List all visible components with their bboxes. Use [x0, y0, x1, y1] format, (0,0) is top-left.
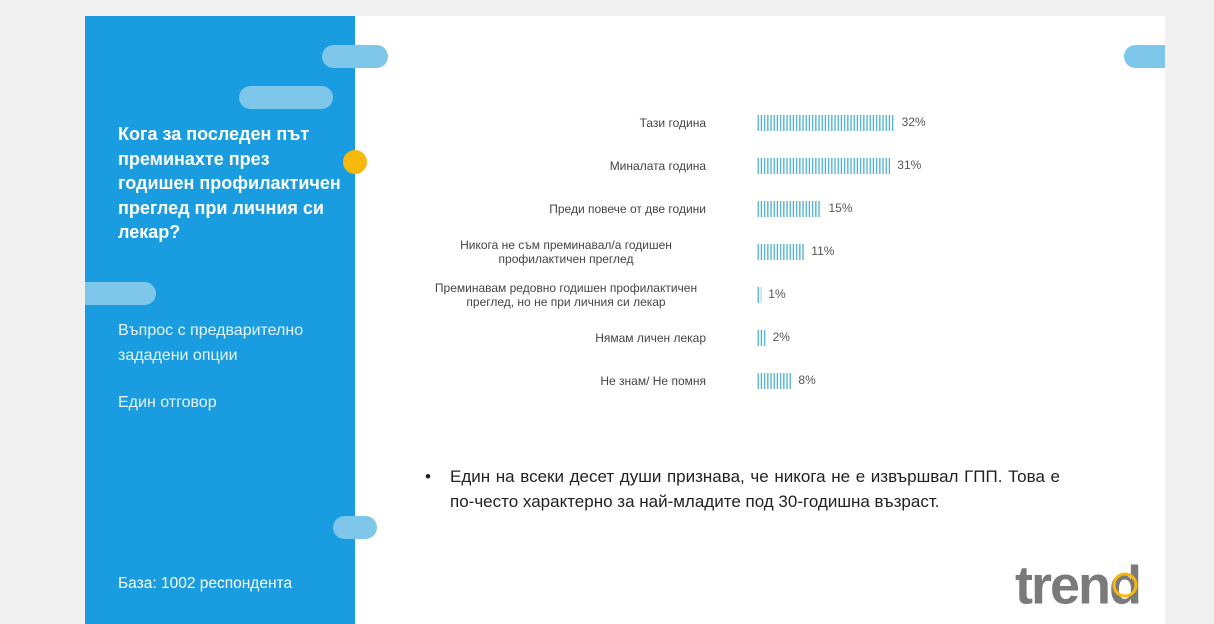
decor-pill	[1124, 45, 1165, 68]
question-note: Въпрос с предварително зададени опции	[118, 322, 304, 364]
category-label: Нямам личен лекар	[595, 331, 706, 345]
question: Кога за последен път преминахте през год…	[118, 124, 341, 242]
logo: trend	[1015, 555, 1140, 615]
bullet-text: Един на всеки десет души признава, че ни…	[450, 467, 1060, 511]
value-label: 2%	[773, 330, 791, 344]
answer-type: Един отговор	[118, 394, 217, 411]
chart: trend 32% 31% 15% 11% 1% 2% 8%	[757, 115, 1142, 615]
value-label: 32%	[902, 115, 926, 129]
category-label: Миналата година	[609, 159, 706, 173]
decor-pill	[322, 45, 388, 68]
bar	[757, 244, 805, 260]
category-label: Преди повече от две години	[549, 202, 706, 216]
bar	[757, 201, 822, 217]
bar	[757, 115, 895, 131]
bar	[757, 373, 792, 389]
category-label: Никога не съм преминавал/а годишен профи…	[460, 238, 672, 266]
value-label: 31%	[897, 158, 921, 172]
value-label: 15%	[829, 201, 853, 215]
category-label: Не знам/ Не помня	[600, 374, 706, 388]
decor-pill	[333, 516, 377, 539]
decor-pill	[239, 86, 333, 109]
bar	[757, 330, 766, 346]
slide: Кога за последен път преминахте през год…	[85, 16, 1165, 624]
bar	[757, 158, 891, 174]
logo-accent	[1112, 572, 1138, 598]
value-label: 8%	[798, 373, 816, 387]
decor-dot	[343, 150, 367, 174]
value-label: 1%	[768, 287, 786, 301]
bullet-point: • Един на всеки десет души признава, че н…	[425, 464, 1065, 514]
decor-pill	[85, 282, 156, 305]
base-note: База: 1002 респондента	[118, 575, 293, 592]
category-label: Преминавам редовно годишен профилактичен…	[434, 281, 698, 309]
value-label: 11%	[811, 244, 834, 258]
bar	[757, 287, 762, 303]
category-label: Тази година	[639, 116, 706, 130]
side-panel: Кога за последен път преминахте през год…	[85, 16, 355, 624]
